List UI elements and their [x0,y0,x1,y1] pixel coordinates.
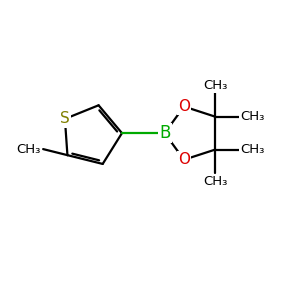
Text: CH₃: CH₃ [203,175,227,188]
Text: B: B [159,124,170,142]
Text: CH₃: CH₃ [203,79,227,92]
Text: CH₃: CH₃ [240,110,265,123]
Text: CH₃: CH₃ [16,142,40,156]
Text: CH₃: CH₃ [240,143,265,156]
Text: O: O [178,99,190,114]
Text: O: O [178,152,190,167]
Text: S: S [60,111,70,126]
